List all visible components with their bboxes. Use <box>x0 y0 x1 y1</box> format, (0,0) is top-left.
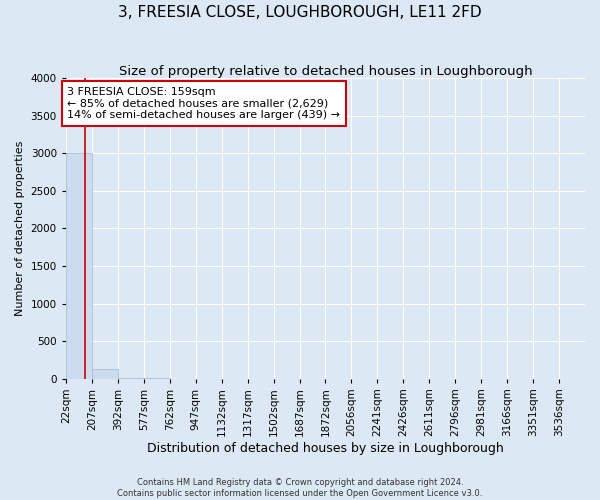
Y-axis label: Number of detached properties: Number of detached properties <box>15 140 25 316</box>
Text: 3 FREESIA CLOSE: 159sqm
← 85% of detached houses are smaller (2,629)
14% of semi: 3 FREESIA CLOSE: 159sqm ← 85% of detache… <box>67 87 340 120</box>
X-axis label: Distribution of detached houses by size in Loughborough: Distribution of detached houses by size … <box>147 442 504 455</box>
Text: Contains HM Land Registry data © Crown copyright and database right 2024.
Contai: Contains HM Land Registry data © Crown c… <box>118 478 482 498</box>
Text: 3, FREESIA CLOSE, LOUGHBOROUGH, LE11 2FD: 3, FREESIA CLOSE, LOUGHBOROUGH, LE11 2FD <box>118 5 482 20</box>
Title: Size of property relative to detached houses in Loughborough: Size of property relative to detached ho… <box>119 65 532 78</box>
Bar <box>92 370 118 378</box>
Bar <box>66 153 92 378</box>
